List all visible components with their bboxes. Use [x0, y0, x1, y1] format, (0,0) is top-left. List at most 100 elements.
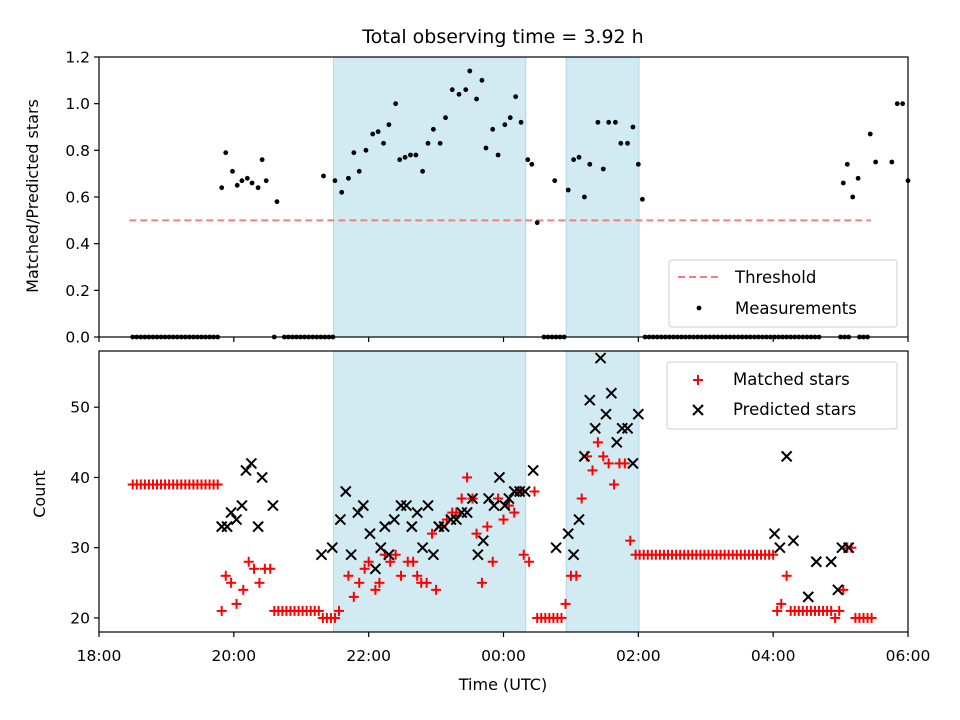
predicted-star-stroke-b [466, 492, 479, 505]
matched-star-point [768, 549, 779, 560]
matched-star-point [249, 563, 260, 574]
predicted-star-stroke-b [605, 387, 618, 399]
matched-star-point [598, 451, 609, 462]
matched-star-point [374, 577, 385, 588]
measurement-point [437, 140, 443, 146]
matched-star-point [498, 514, 509, 525]
matched-star-point [866, 612, 877, 623]
predicted-star-stroke-b [621, 422, 634, 434]
x-tick-label: 18:00 [77, 647, 122, 665]
predicted-star-stroke-b [787, 534, 800, 547]
predicted-star-point [340, 485, 352, 498]
measurement-point [595, 119, 601, 125]
predicted-star-stroke-b [422, 499, 434, 512]
predicted-star-stroke-b [632, 408, 645, 420]
bottom-y-tick-label: 50 [70, 399, 90, 417]
predicted-star-stroke-b [567, 549, 580, 561]
top-y-tick-label: 0.6 [65, 189, 90, 207]
predicted-star-stroke-b [527, 464, 539, 477]
matched-star-point [343, 570, 354, 581]
top-y-tick-label: 0.0 [65, 329, 90, 347]
predicted-star-stroke-b [267, 499, 279, 512]
x-tick-label: 04:00 [751, 647, 796, 665]
measurement-point [449, 87, 455, 93]
measurement-point [479, 77, 485, 83]
matched-star-point [524, 556, 535, 567]
legend-measurements-label: Measurements [735, 299, 857, 318]
matched-star-point [226, 577, 237, 588]
measurement-point [420, 168, 425, 174]
measurement-point [635, 161, 641, 167]
top-legend: Threshold Measurements [668, 259, 898, 328]
predicted-star-stroke-b [573, 513, 585, 526]
predicted-star-stroke-b [519, 485, 531, 498]
measurement-point [397, 157, 403, 163]
chart-title: Total observing time = 3.92 h [361, 26, 643, 48]
matched-star-point [625, 535, 636, 546]
predicted-star-stroke-b [383, 549, 395, 561]
bottom-legend: Matched stars Predicted stars [666, 361, 898, 430]
measurement-point [402, 154, 408, 160]
measurement-point [259, 157, 265, 163]
x-axis-label: Time (UTC) [458, 675, 547, 694]
predicted-star-stroke-b [326, 541, 338, 554]
predicted-star-stroke-b [482, 492, 495, 505]
predicted-star-point [780, 450, 793, 463]
predicted-star-point [383, 549, 395, 561]
measurement-point [244, 175, 250, 181]
measurement-point [618, 140, 624, 146]
predicted-star-point [345, 549, 357, 561]
bottom-legend-box [666, 361, 898, 430]
measurement-point [571, 157, 577, 163]
matched-star-point [238, 584, 249, 595]
bottom-observing-window [565, 350, 640, 633]
predicted-star-stroke-b [236, 499, 248, 512]
predicted-star-stroke-b [357, 499, 369, 512]
predicted-star-point [768, 527, 781, 540]
predicted-star-point [379, 520, 391, 533]
measurement-point [274, 199, 280, 205]
legend-predicted-swatch-b [692, 404, 704, 416]
matched-star-point [456, 493, 467, 504]
measurement-point [630, 124, 636, 130]
predicted-star-stroke-b [245, 457, 258, 470]
predicted-star-point [550, 541, 562, 554]
measurement-point [600, 166, 606, 172]
predicted-star-stroke-b [611, 436, 623, 449]
matched-star-point [354, 577, 365, 588]
measurement-point [889, 159, 895, 165]
predicted-star-stroke-b [578, 450, 591, 463]
measurement-point [255, 185, 261, 191]
matched-star-point [212, 479, 223, 490]
matched-star-point [619, 458, 630, 469]
measurement-point [587, 161, 593, 167]
measurement-point [867, 131, 873, 137]
predicted-star-stroke-b [594, 352, 607, 364]
predicted-star-point [369, 563, 382, 575]
measurement-point [351, 150, 357, 156]
measurement-point [393, 101, 399, 107]
predicted-star-point [315, 549, 328, 561]
predicted-star-point [499, 499, 511, 512]
matched-star-point [243, 556, 254, 567]
measurement-point [855, 175, 861, 181]
measurement-point [490, 126, 496, 132]
top-panel: 0.0 0.2 0.4 0.6 0.8 1.0 1.2 Threshold Measuremen… [65, 49, 911, 347]
predicted-star-point [482, 492, 495, 505]
predicted-star-point [573, 513, 585, 526]
measurement-point [356, 168, 362, 174]
matched-star-point [609, 479, 620, 490]
matched-star-point [363, 556, 374, 567]
predicted-star-stroke-b [774, 541, 786, 554]
predicted-star-stroke-b [345, 549, 357, 561]
predicted-star-stroke-b [461, 506, 473, 519]
measurement-point [234, 182, 240, 188]
predicted-star-stroke-b [416, 541, 429, 554]
predicted-star-stroke-b [810, 556, 823, 568]
measurement-point [529, 161, 535, 167]
top-y-tick-label: 1.0 [65, 95, 90, 113]
predicted-star-point [578, 450, 591, 463]
matched-star-point [587, 465, 598, 476]
predicted-star-point [600, 408, 612, 420]
